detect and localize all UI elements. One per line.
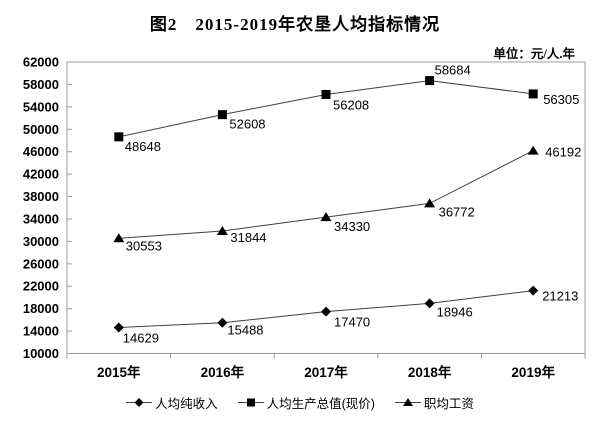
data-label: 30553 bbox=[126, 238, 162, 253]
square-marker bbox=[321, 89, 331, 99]
data-label: 52608 bbox=[229, 117, 265, 132]
legend-label: 人均生产总值(现价) bbox=[266, 397, 375, 411]
data-label: 56305 bbox=[543, 92, 579, 107]
y-axis-label: 26000 bbox=[23, 256, 59, 271]
data-label: 46192 bbox=[545, 145, 581, 160]
y-axis-label: 30000 bbox=[23, 234, 59, 249]
diamond-legend-marker-icon bbox=[126, 398, 153, 407]
y-axis-label: 50000 bbox=[23, 122, 59, 137]
x-axis-label: 2019年 bbox=[511, 364, 555, 380]
data-label: 17470 bbox=[334, 315, 370, 330]
data-label: 34330 bbox=[334, 219, 370, 234]
legend-item-square: 人均生产总值(现价) bbox=[237, 393, 375, 412]
triangle-marker bbox=[527, 145, 539, 155]
y-axis-label: 18000 bbox=[23, 301, 59, 316]
y-axis-label: 22000 bbox=[23, 279, 59, 294]
plot-frame bbox=[66, 61, 586, 354]
x-axis-label: 2017年 bbox=[304, 364, 348, 380]
diamond-marker bbox=[113, 322, 124, 333]
triangle-marker bbox=[113, 233, 125, 243]
y-axis-label: 14000 bbox=[23, 324, 59, 339]
square-legend-marker-icon bbox=[237, 398, 264, 407]
data-label: 21213 bbox=[542, 289, 578, 304]
data-label: 31844 bbox=[230, 230, 266, 245]
chart-legend: 人均纯收入 人均生产总值(现价) 职均工资 bbox=[0, 393, 600, 412]
y-axis-label: 42000 bbox=[23, 167, 59, 182]
chart-title: 图2 2015-2019年农垦人均指标情况 bbox=[149, 15, 441, 34]
x-axis-label: 2018年 bbox=[408, 364, 452, 380]
square-marker bbox=[425, 76, 435, 86]
data-label: 14629 bbox=[123, 331, 159, 346]
triangle-marker bbox=[424, 198, 436, 208]
square-marker bbox=[114, 132, 124, 142]
legend-label: 职均工资 bbox=[423, 397, 474, 411]
y-axis-label: 10000 bbox=[23, 346, 59, 361]
data-label: 18946 bbox=[437, 304, 473, 319]
data-label: 15488 bbox=[227, 323, 263, 338]
y-axis-label: 46000 bbox=[23, 144, 59, 159]
diamond-marker bbox=[528, 285, 539, 296]
data-label: 58684 bbox=[435, 63, 471, 78]
y-axis-label: 58000 bbox=[23, 77, 59, 92]
data-label: 48648 bbox=[125, 139, 161, 154]
x-axis-label: 2016年 bbox=[201, 364, 245, 380]
square-marker bbox=[217, 110, 227, 120]
diamond-marker bbox=[321, 306, 331, 317]
square-marker bbox=[528, 89, 538, 99]
series-line-triangle bbox=[118, 150, 534, 239]
triangle-marker bbox=[320, 212, 332, 222]
y-axis-label: 34000 bbox=[23, 211, 59, 226]
legend-item-diamond: 人均纯收入 bbox=[126, 393, 218, 412]
data-label: 56208 bbox=[333, 97, 369, 112]
y-axis-label: 38000 bbox=[23, 189, 59, 204]
data-label: 36772 bbox=[439, 204, 475, 219]
x-axis-label: 2015年 bbox=[97, 364, 141, 380]
triangle-marker bbox=[216, 226, 228, 236]
series-line-square bbox=[118, 80, 534, 138]
legend-item-triangle: 职均工资 bbox=[394, 393, 474, 412]
legend-label: 人均纯收入 bbox=[155, 397, 218, 411]
y-axis-label: 54000 bbox=[23, 99, 59, 114]
y-axis-label: 62000 bbox=[23, 55, 59, 70]
unit-label: 单位：元/人.年 bbox=[493, 47, 575, 61]
triangle-legend-marker-icon bbox=[394, 398, 421, 406]
diamond-marker bbox=[424, 298, 435, 309]
diamond-marker bbox=[217, 317, 228, 328]
